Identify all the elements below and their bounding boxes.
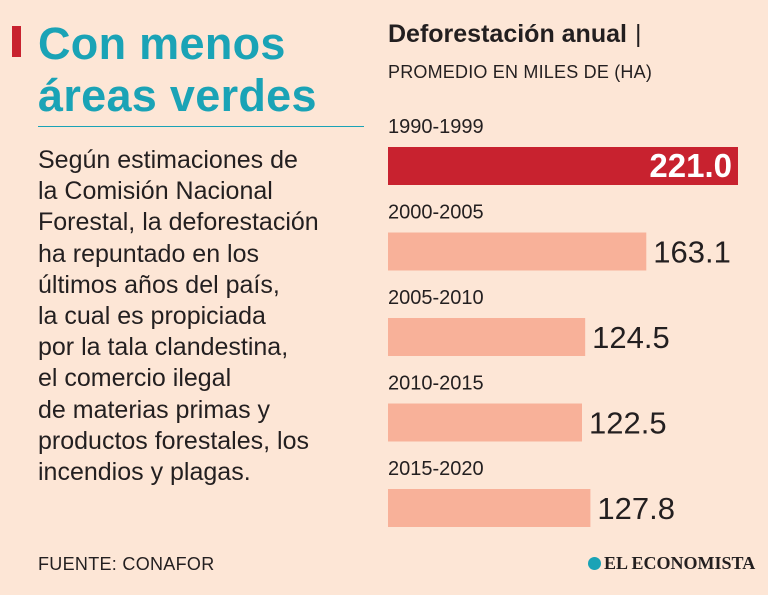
body-line: Según estimaciones de: [38, 146, 298, 174]
headline-line: Con menos: [38, 18, 286, 69]
globe-icon: [588, 557, 601, 570]
logo-text: EL ECONOMISTA: [604, 553, 756, 573]
chart-title: Deforestación anual |: [388, 20, 641, 49]
title-separator: |: [634, 20, 642, 48]
category-label: 2000-2005: [388, 202, 484, 224]
body-line: ha repuntado en los: [38, 239, 260, 268]
value-label: 127.8: [597, 491, 675, 526]
chart-subtitle: PROMEDIO EN MILES DE (HA): [388, 62, 653, 82]
body-line: incendios y plagas.: [38, 458, 251, 487]
bar: [388, 147, 738, 185]
publisher-logo: EL ECONOMISTA: [588, 553, 755, 574]
body-line: de materias primas y: [38, 395, 271, 424]
value-label: 163.1: [653, 235, 731, 270]
body-line: productos forestales, los: [38, 426, 309, 455]
bar: [388, 318, 586, 356]
value-label: 122.5: [589, 406, 667, 441]
category-label: 2005-2010: [388, 287, 484, 309]
category-label: 2015-2020: [388, 458, 484, 480]
body-line: el comercio ilegal: [38, 364, 232, 393]
accent-bar: [12, 26, 21, 57]
body-line: por la tala clandestina,: [38, 333, 289, 362]
bar: [388, 232, 647, 271]
category-label: 1990-1999: [388, 116, 484, 138]
body-line: la Comisión Nacional: [38, 177, 273, 206]
value-label: 124.5: [592, 320, 670, 355]
value-label: 221.0: [649, 147, 732, 184]
bar: [388, 489, 591, 527]
headline-line: áreas verdes: [38, 70, 317, 121]
body-line: Forestal, la deforestación: [38, 208, 319, 237]
source-note: FUENTE: CONAFOR: [38, 554, 215, 574]
category-label: 2010-2015: [388, 373, 484, 395]
headline: Con menos áreas verdes: [38, 18, 317, 122]
body-line: últimos años del país,: [38, 270, 280, 299]
bar: [388, 403, 583, 442]
body-line: la cual es propiciada: [38, 302, 266, 331]
body-text: Según estimaciones de la Comisión Nacion…: [38, 145, 319, 488]
chart-title-text: Deforestación anual: [388, 20, 627, 48]
divider: [38, 126, 364, 127]
